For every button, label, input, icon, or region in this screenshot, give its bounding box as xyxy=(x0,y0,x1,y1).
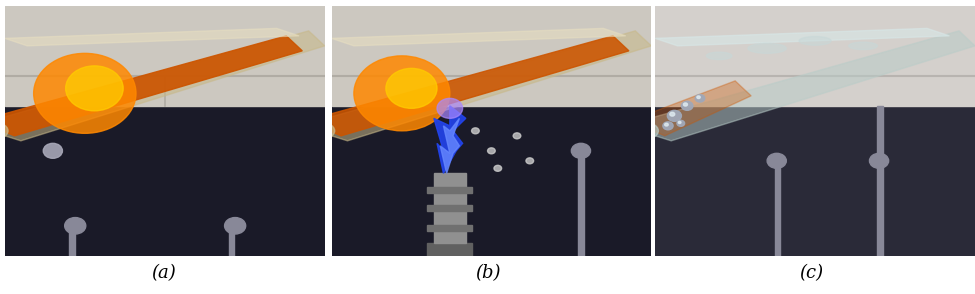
Polygon shape xyxy=(655,28,950,46)
Bar xyxy=(878,106,882,256)
Bar xyxy=(69,226,75,256)
Ellipse shape xyxy=(296,121,334,141)
Circle shape xyxy=(437,98,462,118)
Polygon shape xyxy=(5,28,299,46)
Ellipse shape xyxy=(706,52,732,60)
Ellipse shape xyxy=(800,36,831,45)
Bar xyxy=(434,173,466,243)
Ellipse shape xyxy=(0,121,8,141)
Bar xyxy=(229,226,235,256)
Polygon shape xyxy=(434,106,466,173)
Polygon shape xyxy=(630,81,751,136)
Circle shape xyxy=(663,122,673,130)
Circle shape xyxy=(513,133,521,139)
Circle shape xyxy=(670,112,675,116)
Polygon shape xyxy=(0,36,302,136)
Circle shape xyxy=(386,69,437,108)
Ellipse shape xyxy=(748,44,786,54)
Polygon shape xyxy=(306,36,629,136)
Circle shape xyxy=(64,218,86,234)
Polygon shape xyxy=(332,28,626,46)
Circle shape xyxy=(870,153,888,168)
Ellipse shape xyxy=(620,121,658,141)
Text: (c): (c) xyxy=(800,264,823,282)
Polygon shape xyxy=(623,31,975,141)
Circle shape xyxy=(767,153,786,168)
Polygon shape xyxy=(441,118,459,173)
Circle shape xyxy=(679,121,681,123)
Bar xyxy=(578,151,583,256)
Circle shape xyxy=(65,66,123,111)
Bar xyxy=(332,6,651,106)
Circle shape xyxy=(697,96,700,98)
Circle shape xyxy=(472,128,480,134)
Bar xyxy=(5,6,325,106)
Circle shape xyxy=(494,165,501,171)
Bar xyxy=(427,225,472,231)
Circle shape xyxy=(682,101,693,110)
Circle shape xyxy=(683,103,687,106)
Circle shape xyxy=(677,120,684,126)
Circle shape xyxy=(354,56,449,131)
Text: (a): (a) xyxy=(151,264,176,282)
Polygon shape xyxy=(0,31,325,141)
Circle shape xyxy=(665,123,668,126)
Circle shape xyxy=(667,110,682,121)
Bar xyxy=(427,205,472,211)
Bar xyxy=(427,187,472,193)
Text: (b): (b) xyxy=(475,264,500,282)
Ellipse shape xyxy=(848,42,878,50)
Bar xyxy=(655,106,975,256)
Circle shape xyxy=(571,143,591,158)
Circle shape xyxy=(34,54,136,133)
Bar xyxy=(655,6,975,106)
Circle shape xyxy=(43,143,62,158)
Bar xyxy=(5,106,325,256)
Circle shape xyxy=(488,148,495,154)
Circle shape xyxy=(526,158,533,164)
Bar xyxy=(332,106,651,256)
Circle shape xyxy=(224,218,246,234)
Bar xyxy=(427,243,472,256)
Bar xyxy=(775,161,780,256)
Polygon shape xyxy=(299,31,651,141)
Circle shape xyxy=(695,95,705,102)
